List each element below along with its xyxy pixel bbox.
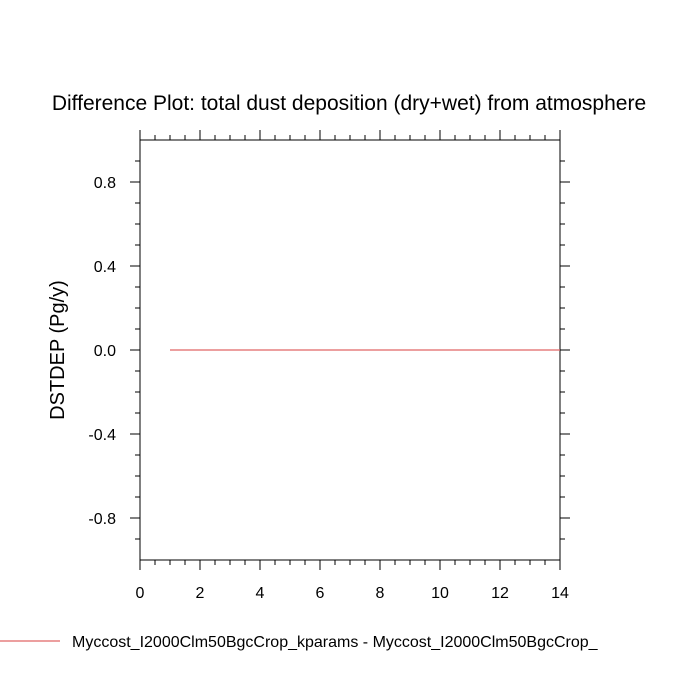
major-ticks xyxy=(130,130,570,570)
x-tick-label: 0 xyxy=(136,585,145,602)
legend-label: Myccost_I2000Clm50BgcCrop_kparams - Mycc… xyxy=(72,634,599,651)
x-tick-label: 8 xyxy=(376,585,385,602)
x-tick-label: 4 xyxy=(256,585,265,602)
chart-title: Difference Plot: total dust deposition (… xyxy=(52,92,646,115)
minor-ticks xyxy=(135,135,565,565)
x-tick-label: 6 xyxy=(316,585,325,602)
x-tick-label: 12 xyxy=(491,585,509,602)
x-tick-label: 10 xyxy=(431,585,449,602)
y-tick-label: -0.8 xyxy=(88,511,116,528)
tick-labels: 0 2 4 6 8 10 12 14 -0.8 -0.4 0.0 0.4 0.8 xyxy=(88,175,569,602)
y-tick-label: -0.4 xyxy=(88,427,116,444)
y-tick-label: 0.4 xyxy=(94,259,116,276)
y-axis-label: DSTDEP (Pg/y) xyxy=(47,280,69,420)
legend: Myccost_I2000Clm50BgcCrop_kparams - Mycc… xyxy=(0,634,599,651)
y-tick-label: 0.0 xyxy=(94,343,116,360)
x-tick-label: 14 xyxy=(551,585,569,602)
x-tick-label: 2 xyxy=(196,585,205,602)
y-tick-label: 0.8 xyxy=(94,175,116,192)
